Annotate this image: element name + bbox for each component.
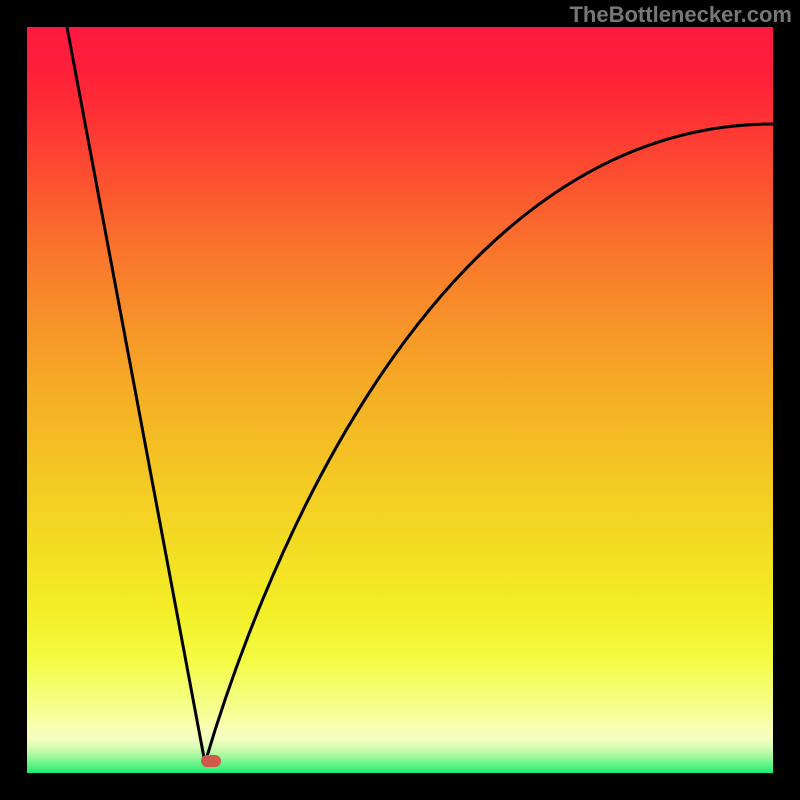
chart-svg xyxy=(0,0,800,800)
watermark-text: TheBottlenecker.com xyxy=(569,2,792,28)
bottleneck-chart: TheBottlenecker.com xyxy=(0,0,800,800)
chart-plot-area xyxy=(27,27,773,773)
optimal-point-marker xyxy=(201,755,221,767)
